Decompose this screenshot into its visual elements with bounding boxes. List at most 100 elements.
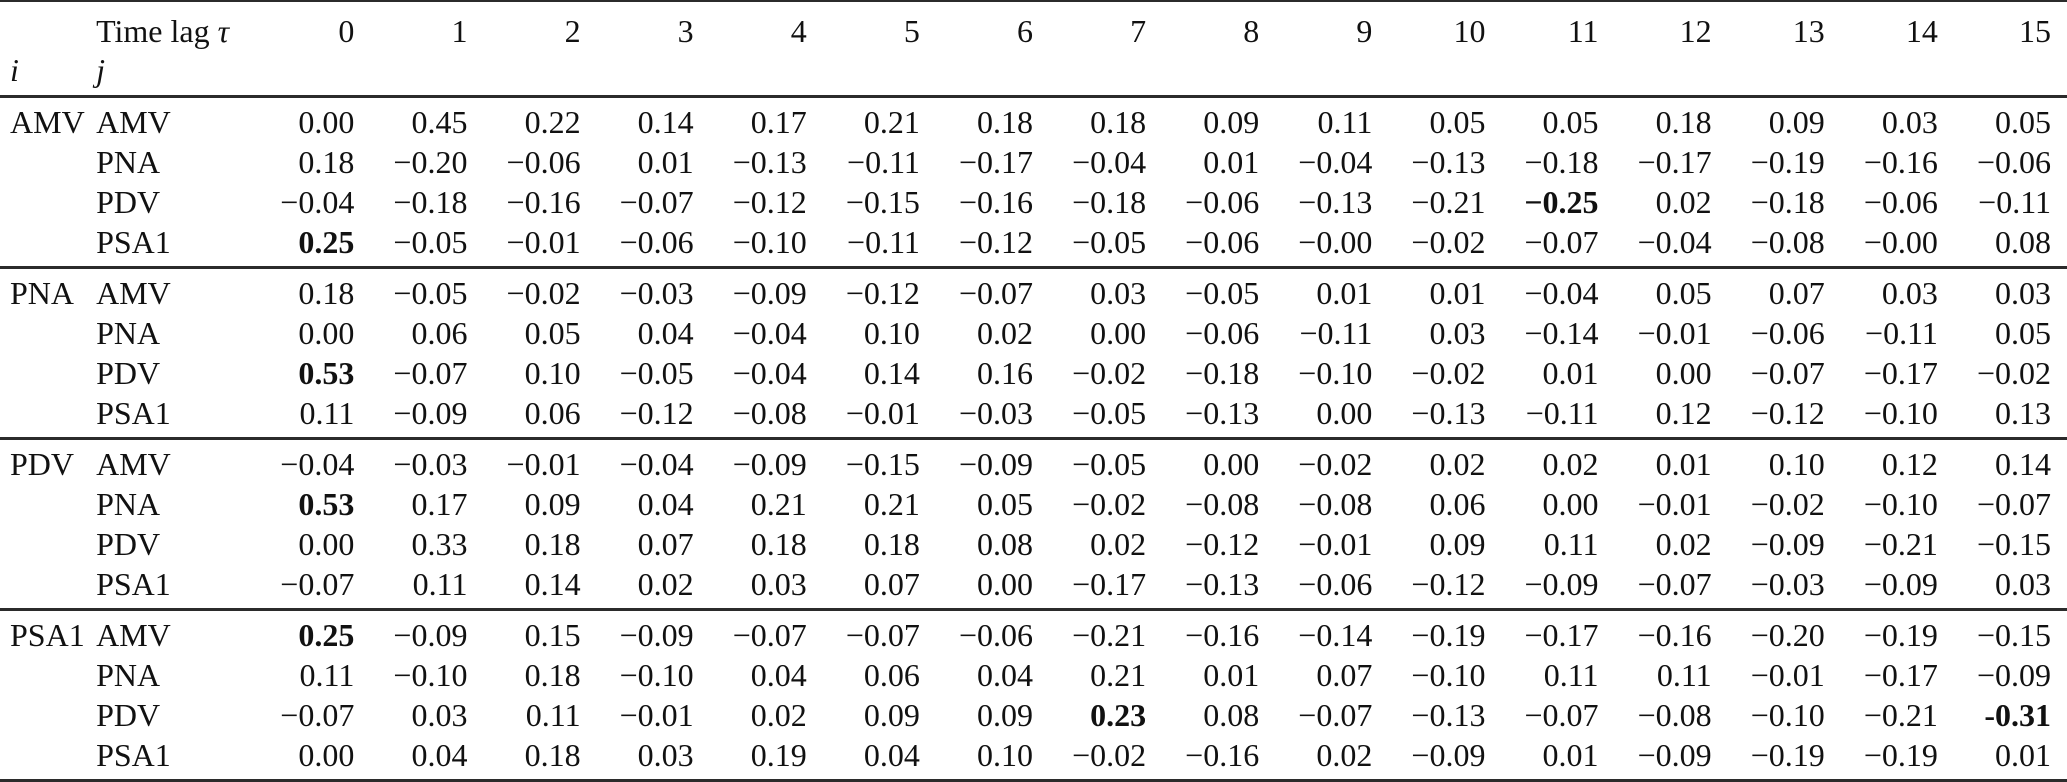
value-cell: 0.05 bbox=[1995, 104, 2051, 140]
value-cell: 0.00 bbox=[298, 315, 355, 351]
value-cell: −0.13 bbox=[1411, 144, 1486, 180]
value-cell: −0.01 bbox=[1637, 315, 1712, 351]
value-cell: −0.08 bbox=[1298, 486, 1373, 522]
value-cell: 0.45 bbox=[411, 104, 468, 140]
header-empty-cell bbox=[1049, 52, 1162, 97]
value-cell: 0.11 bbox=[1543, 657, 1599, 693]
value-cell: −0.06 bbox=[619, 224, 694, 260]
value-cell: −0.06 bbox=[1185, 224, 1260, 260]
value-cell: 0.02 bbox=[1316, 737, 1373, 773]
value-cell: 0.07 bbox=[1316, 657, 1373, 693]
row-label: AMV bbox=[96, 104, 171, 140]
value-cell: 0.02 bbox=[637, 566, 694, 602]
value-cell: 0.04 bbox=[411, 737, 468, 773]
value-cell: 0.09 bbox=[1203, 104, 1260, 140]
header-empty-cell bbox=[823, 52, 936, 97]
row-label: AMV bbox=[96, 275, 171, 311]
value-cell: −0.21 bbox=[1863, 697, 1938, 733]
value-cell: -0.31 bbox=[1984, 697, 2051, 733]
value-cell: 0.18 bbox=[524, 526, 581, 562]
value-cell: −0.14 bbox=[1298, 617, 1373, 653]
row-label: PNA bbox=[96, 144, 161, 180]
block-amv: AMV AMV 0.00 0.45 0.22 0.14 0.17 0.21 0.18 0.18 0.… bbox=[0, 97, 2067, 268]
value-cell: 0.12 bbox=[1655, 395, 1712, 431]
value-cell: −0.20 bbox=[1750, 617, 1825, 653]
value-cell: −0.18 bbox=[1524, 144, 1599, 180]
value-cell: 0.18 bbox=[524, 737, 581, 773]
value-cell: −0.07 bbox=[1976, 486, 2051, 522]
tau-symbol: τ bbox=[217, 13, 230, 49]
value-cell: −0.06 bbox=[1185, 315, 1260, 351]
header-empty-cell bbox=[1728, 52, 1841, 97]
value-cell: −0.07 bbox=[845, 617, 920, 653]
lag-header-2: 2 bbox=[564, 13, 581, 49]
value-cell: −0.10 bbox=[1750, 697, 1825, 733]
value-cell: −0.05 bbox=[1185, 275, 1260, 311]
value-cell: 0.18 bbox=[977, 104, 1033, 140]
value-cell: 0.21 bbox=[1090, 657, 1147, 693]
row-group-label bbox=[0, 484, 95, 524]
block-pna: PNA AMV 0.18 −0.05 −0.02 −0.03 −0.09 −0.12 −0.07… bbox=[0, 268, 2067, 439]
value-cell: 0.11 bbox=[299, 657, 355, 693]
value-cell: 0.05 bbox=[1429, 104, 1486, 140]
value-cell: −0.11 bbox=[1865, 315, 1938, 351]
value-cell: −0.08 bbox=[732, 395, 807, 431]
value-cell: −0.00 bbox=[1298, 224, 1373, 260]
value-cell: 0.00 bbox=[298, 104, 355, 140]
row-group-label bbox=[0, 142, 95, 182]
header-empty-cell bbox=[710, 52, 823, 97]
row-group-label bbox=[0, 735, 95, 781]
value-cell: −0.01 bbox=[845, 395, 920, 431]
value-cell: −0.18 bbox=[393, 184, 468, 220]
value-cell: −0.16 bbox=[1185, 617, 1260, 653]
lag-header-9: 9 bbox=[1356, 13, 1373, 49]
value-cell: 0.05 bbox=[977, 486, 1033, 522]
header-row-ij: i j bbox=[0, 52, 2067, 97]
lag-header-13: 13 bbox=[1792, 13, 1825, 49]
table-row: AMV AMV 0.00 0.45 0.22 0.14 0.17 0.21 0.18 0.18 0.… bbox=[0, 97, 2067, 143]
value-cell: −0.19 bbox=[1750, 144, 1825, 180]
value-cell: 0.00 bbox=[977, 566, 1033, 602]
value-cell: 0.01 bbox=[1542, 355, 1599, 391]
value-cell: 0.03 bbox=[637, 737, 694, 773]
row-label: AMV bbox=[96, 446, 171, 482]
lag-header-14: 14 bbox=[1905, 13, 1938, 49]
value-cell: −0.16 bbox=[506, 184, 581, 220]
lag-header-10: 10 bbox=[1453, 13, 1486, 49]
value-cell: −0.02 bbox=[1072, 486, 1147, 522]
row-group-label: PDV bbox=[10, 446, 75, 482]
value-cell: −0.11 bbox=[847, 224, 920, 260]
value-cell: 0.21 bbox=[863, 486, 920, 522]
value-cell: 0.11 bbox=[525, 697, 581, 733]
value-cell: 0.11 bbox=[1656, 657, 1712, 693]
value-cell: −0.07 bbox=[619, 184, 694, 220]
table-row: PNA 0.00 0.06 0.05 0.04 −0.04 0.10 0.02 0.00 −0.0… bbox=[0, 313, 2067, 353]
value-cell: −0.08 bbox=[1637, 697, 1712, 733]
value-cell: −0.05 bbox=[1072, 224, 1147, 260]
value-cell: −0.06 bbox=[506, 144, 581, 180]
table-row: PSA1 −0.07 0.11 0.14 0.02 0.03 0.07 0.00 −0.17 −0… bbox=[0, 564, 2067, 610]
value-cell: 0.18 bbox=[1655, 104, 1712, 140]
value-cell: 0.01 bbox=[1429, 275, 1486, 311]
lag-header-12: 12 bbox=[1679, 13, 1712, 49]
row-group-label bbox=[0, 564, 95, 610]
value-cell: −0.12 bbox=[958, 224, 1033, 260]
table-row: PNA 0.53 0.17 0.09 0.04 0.21 0.21 0.05 −0.02 −0.0… bbox=[0, 484, 2067, 524]
value-cell: 0.03 bbox=[1995, 566, 2051, 602]
row-group-label: PSA1 bbox=[10, 617, 85, 653]
value-cell: −0.03 bbox=[393, 446, 468, 482]
table-row: PSA1 AMV 0.25 −0.09 0.15 −0.09 −0.07 −0.07 −0.06… bbox=[0, 610, 2067, 656]
row-group-label bbox=[0, 182, 95, 222]
row-group-label bbox=[0, 393, 95, 439]
value-cell: 0.05 bbox=[1655, 275, 1712, 311]
table-row: PSA1 0.25 −0.05 −0.01 −0.06 −0.10 −0.11 −0.12 −0… bbox=[0, 222, 2067, 268]
header-empty-cell bbox=[370, 52, 483, 97]
value-cell: 0.09 bbox=[1429, 526, 1486, 562]
value-cell: 0.25 bbox=[298, 617, 355, 653]
value-cell: −0.09 bbox=[393, 395, 468, 431]
value-cell: −0.05 bbox=[393, 224, 468, 260]
value-cell: 0.10 bbox=[977, 737, 1033, 773]
value-cell: −0.16 bbox=[1637, 617, 1712, 653]
value-cell: −0.04 bbox=[280, 446, 355, 482]
value-cell: −0.13 bbox=[1411, 395, 1486, 431]
